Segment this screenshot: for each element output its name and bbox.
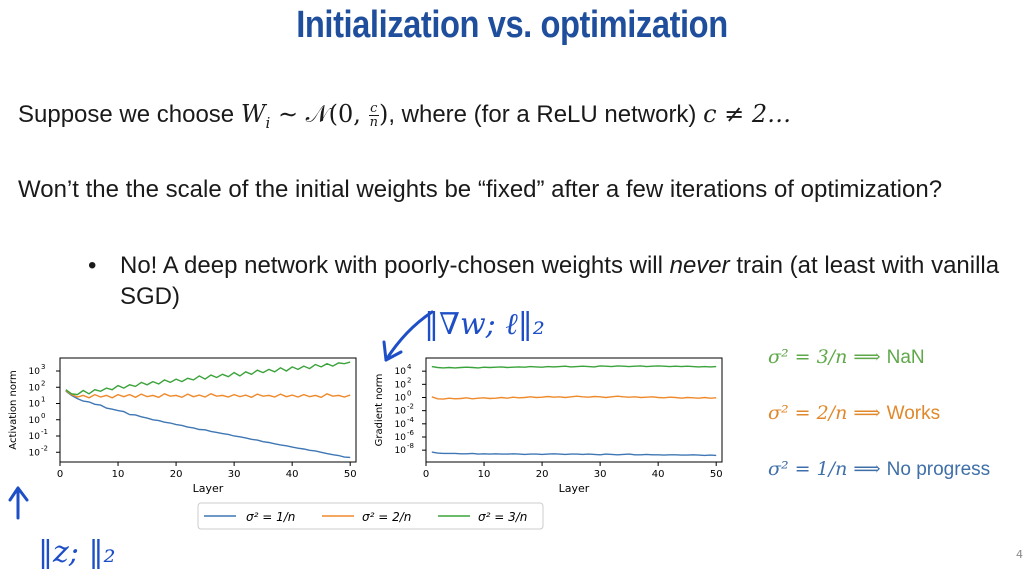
y-tick-label: 10: [395, 380, 407, 390]
series-line-3: [431, 365, 717, 369]
legend-label-1: σ² = 1/n: [246, 510, 295, 524]
series-line-3: [65, 361, 351, 396]
slide-title: Initialization vs. optimization: [296, 4, 728, 46]
x-tick-label: 0: [57, 469, 63, 480]
x-tick-label: 20: [536, 469, 549, 480]
x-tick-label: 20: [170, 469, 183, 480]
series-line-1: [431, 451, 717, 457]
x-tick-label: 10: [478, 469, 491, 480]
x-tick-label: 40: [286, 469, 299, 480]
plot-area-0: [59, 357, 357, 463]
series-line-2: [431, 395, 717, 400]
y-tick-label: 10: [29, 367, 41, 377]
legend-frame: [197, 502, 544, 530]
arrow-to-gradient-chart: [384, 310, 434, 362]
handwritten-activation-norm: ‖z; ‖₂: [38, 535, 115, 570]
y-tick-exponent: -6: [407, 429, 415, 437]
y-tick-label: 10: [395, 367, 407, 377]
page-number: 4: [1016, 548, 1023, 561]
y-tick-exponent: -4: [407, 416, 415, 424]
chart-legend: σ² = 1/n σ² = 2/n σ² = 3/n: [197, 502, 544, 530]
emphasis-never: never: [669, 252, 730, 279]
y-tick-exponent: -2: [407, 403, 414, 411]
y-tick-label: 10: [29, 383, 41, 393]
y-tick-label: 10: [29, 400, 41, 410]
math-c-neq-2: c ≠ 2…: [703, 100, 792, 128]
y-tick-exponent: 1: [41, 396, 45, 404]
x-tick-label: 50: [710, 469, 723, 480]
y-tick-exponent: 3: [41, 363, 45, 371]
x-tick-label: 50: [344, 469, 357, 480]
arrow-up-activation: [8, 486, 29, 520]
y-tick-label: 10: [395, 393, 407, 403]
question-text: Won’t the the scale of the initial weigh…: [18, 176, 943, 203]
x-tick-label: 40: [652, 469, 665, 480]
y-tick-label: 10: [395, 446, 407, 456]
legend-label-2: σ² = 2/n: [362, 510, 411, 524]
y-tick-label: 10: [395, 407, 407, 417]
y-tick-label: 10: [29, 448, 41, 458]
y-tick-label: 10: [395, 420, 407, 430]
outcome-nan: σ² = 3/n ⟹ NaN: [768, 346, 925, 368]
y-tick-exponent: 0: [41, 412, 45, 420]
y-tick-exponent: 2: [407, 376, 411, 384]
outcome-no-progress: σ² = 1/n ⟹ No progress: [768, 458, 991, 480]
y-tick-label: 10: [29, 416, 41, 426]
y-tick-exponent: -8: [407, 442, 414, 450]
bullet-point: • No! A deep network with poorly-chosen …: [88, 252, 1000, 310]
y-tick-label: 10: [395, 433, 407, 443]
x-tick-label: 30: [228, 469, 241, 480]
y-tick-label: 10: [29, 432, 41, 442]
x-axis-label: Layer: [559, 482, 590, 495]
y-tick-exponent: 0: [407, 389, 411, 397]
y-tick-exponent: -1: [41, 428, 48, 436]
x-tick-label: 0: [423, 469, 429, 480]
outcome-works: σ² = 2/n ⟹ Works: [768, 402, 941, 424]
y-tick-exponent: -2: [41, 444, 48, 452]
plot-area-1: [425, 357, 723, 463]
x-tick-label: 10: [112, 469, 125, 480]
math-w: W: [240, 100, 266, 128]
y-tick-exponent: 2: [41, 379, 45, 387]
init-statement: Suppose we choose Wi ∼ 𝒩(0, c n), where (…: [18, 100, 792, 132]
handwritten-grad-norm: ‖∇w; ℓ‖₂: [424, 307, 545, 342]
y-axis-label: Activation norm: [8, 370, 19, 449]
series-line-1: [65, 390, 351, 459]
x-tick-label: 30: [594, 469, 607, 480]
series-line-2: [65, 389, 351, 399]
bullet-marker: •: [88, 252, 97, 279]
handwritten-annotations: [8, 310, 434, 520]
y-tick-exponent: 4: [407, 363, 412, 371]
x-axis-label: Layer: [193, 482, 224, 495]
legend-label-3: σ² = 3/n: [478, 510, 527, 524]
arrow-head-gradient: [382, 340, 403, 362]
y-axis-label: Gradient norm: [374, 374, 385, 447]
